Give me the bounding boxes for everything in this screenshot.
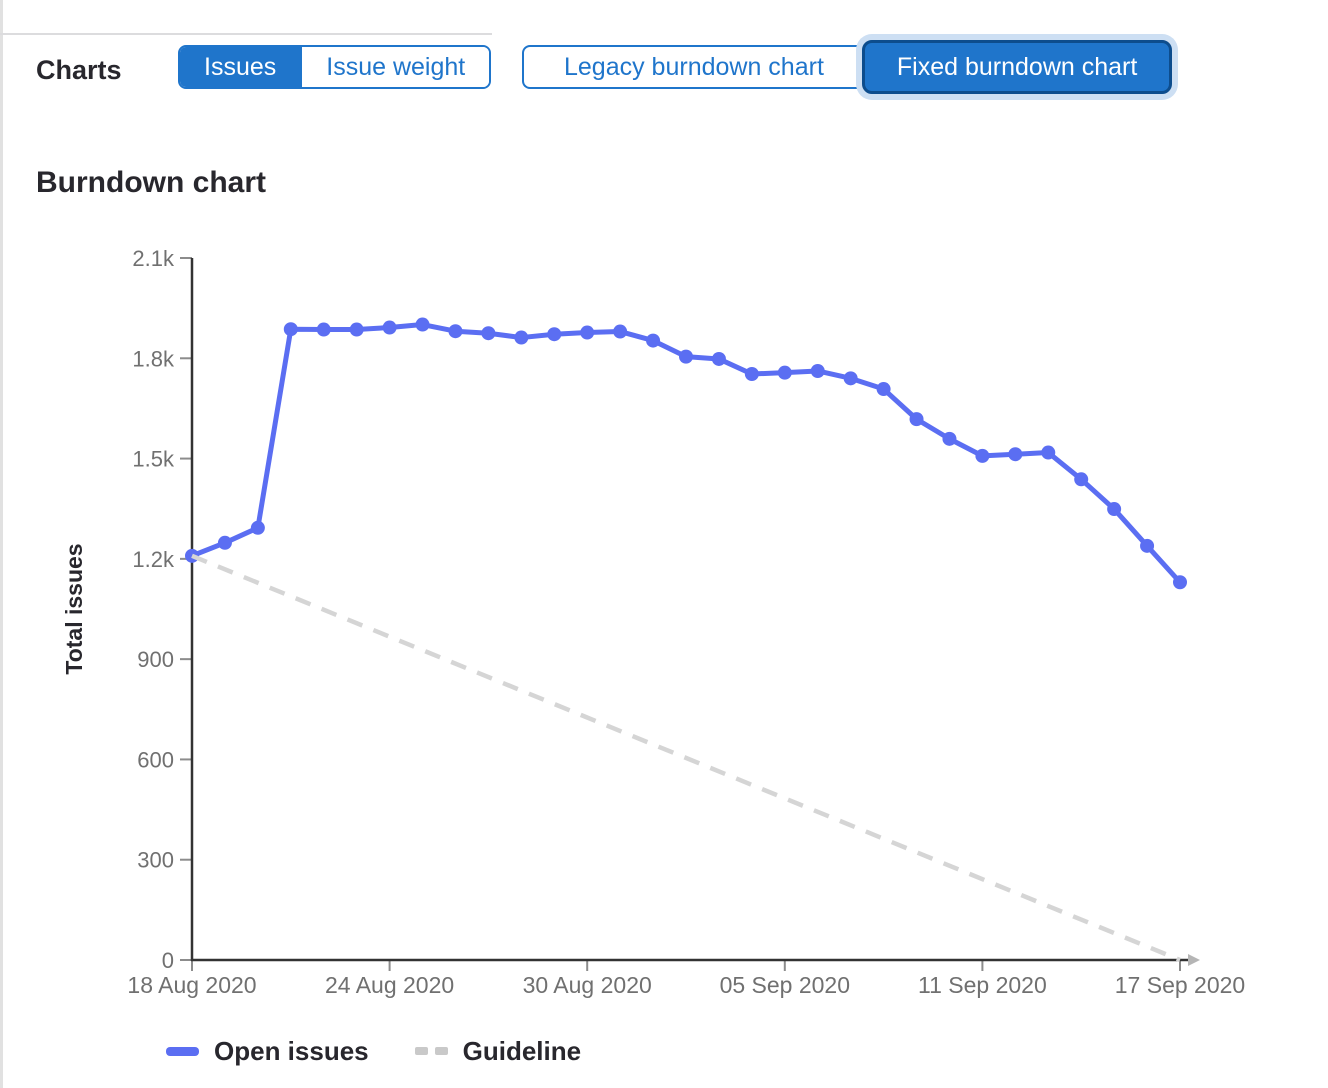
open-issues-point[interactable] — [250, 520, 265, 535]
open-issues-point[interactable] — [217, 535, 232, 550]
x-tick-label: 18 Aug 2020 — [127, 972, 256, 998]
open-issues-point[interactable] — [514, 330, 529, 345]
open-issues-point[interactable] — [843, 371, 858, 386]
open-issues-point[interactable] — [481, 326, 496, 341]
open-issues-point[interactable] — [1173, 575, 1187, 590]
open-issues-marker-icon — [166, 1046, 199, 1056]
y-tick-label: 300 — [137, 848, 174, 873]
y-tick-label: 1.2k — [132, 547, 175, 572]
toggle-issue-weight-button[interactable]: Issue weight — [300, 47, 490, 87]
open-issues-point[interactable] — [382, 320, 397, 335]
open-issues-point[interactable] — [744, 366, 759, 381]
page-title: Burndown chart — [36, 166, 266, 199]
open-issues-point[interactable] — [909, 412, 924, 427]
open-issues-point[interactable] — [711, 351, 726, 366]
guideline-line — [191, 553, 1181, 963]
x-tick-label: 24 Aug 2020 — [325, 972, 454, 998]
issues-weight-toggle: Issues Issue weight — [178, 45, 492, 89]
y-tick-label: 1.5k — [132, 447, 175, 472]
legacy-burndown-chart-button[interactable]: Legacy burndown chart — [522, 45, 864, 89]
y-tick-label: 0 — [162, 948, 174, 973]
burndown-chart: 0 300 600 900 1.2k 1.5k 1.8k 2.1k 18 Aug 2020 24 … — [61, 246, 1245, 998]
chart-legend: Open issues Guideline — [166, 1030, 581, 1072]
open-issues-point[interactable] — [1041, 445, 1056, 460]
open-issues-point[interactable] — [316, 322, 331, 337]
open-issues-point[interactable] — [448, 324, 463, 339]
x-tick-label: 11 Sep 2020 — [918, 972, 1047, 998]
open-issues-point[interactable] — [349, 322, 364, 337]
y-tick-label: 900 — [137, 647, 174, 672]
charts-label: Charts — [36, 54, 122, 85]
open-issues-point[interactable] — [613, 324, 628, 339]
x-tick-label: 05 Sep 2020 — [720, 972, 850, 998]
y-tick-label: 2.1k — [132, 246, 175, 271]
open-issues-point[interactable] — [942, 431, 957, 446]
open-issues-point[interactable] — [415, 317, 430, 332]
open-issues-point[interactable] — [679, 349, 693, 364]
header-divider — [0, 33, 492, 35]
open-issues-point[interactable] — [547, 327, 562, 342]
fixed-burndown-chart-button[interactable]: Fixed burndown chart — [861, 40, 1173, 94]
open-issues-point[interactable] — [580, 325, 595, 340]
page-left-border — [0, 0, 3, 1088]
open-issues-point[interactable] — [810, 363, 825, 378]
open-issues-point[interactable] — [283, 322, 298, 337]
x-tick-label: 30 Aug 2020 — [523, 972, 652, 998]
legend-item-open-issues[interactable]: Open issues — [166, 1036, 369, 1067]
open-issues-point[interactable] — [1107, 502, 1122, 517]
open-issues-point[interactable] — [876, 382, 891, 397]
open-issues-point[interactable] — [1008, 447, 1023, 462]
open-issues-point[interactable] — [646, 333, 661, 348]
y-tick-label: 1.8k — [132, 346, 175, 371]
y-axis-title: Total issues — [61, 543, 87, 674]
legend-label: Guideline — [462, 1035, 582, 1066]
x-axis-arrow-icon — [1188, 954, 1200, 966]
legend-label: Open issues — [214, 1035, 369, 1066]
open-issues-point[interactable] — [1074, 472, 1089, 487]
guideline-marker-icon — [414, 1047, 448, 1055]
x-tick-label: 17 Sep 2020 — [1115, 972, 1245, 998]
open-issues-point[interactable] — [975, 448, 990, 463]
chart-type-toggle: Legacy burndown chart Fixed burndown cha… — [522, 40, 1173, 94]
toggle-issues-button[interactable]: Issues — [180, 47, 301, 87]
open-issues-point[interactable] — [1140, 538, 1155, 553]
open-issues-point[interactable] — [777, 365, 792, 380]
y-tick-label: 600 — [137, 747, 174, 772]
legend-item-guideline[interactable]: Guideline — [414, 1035, 582, 1067]
